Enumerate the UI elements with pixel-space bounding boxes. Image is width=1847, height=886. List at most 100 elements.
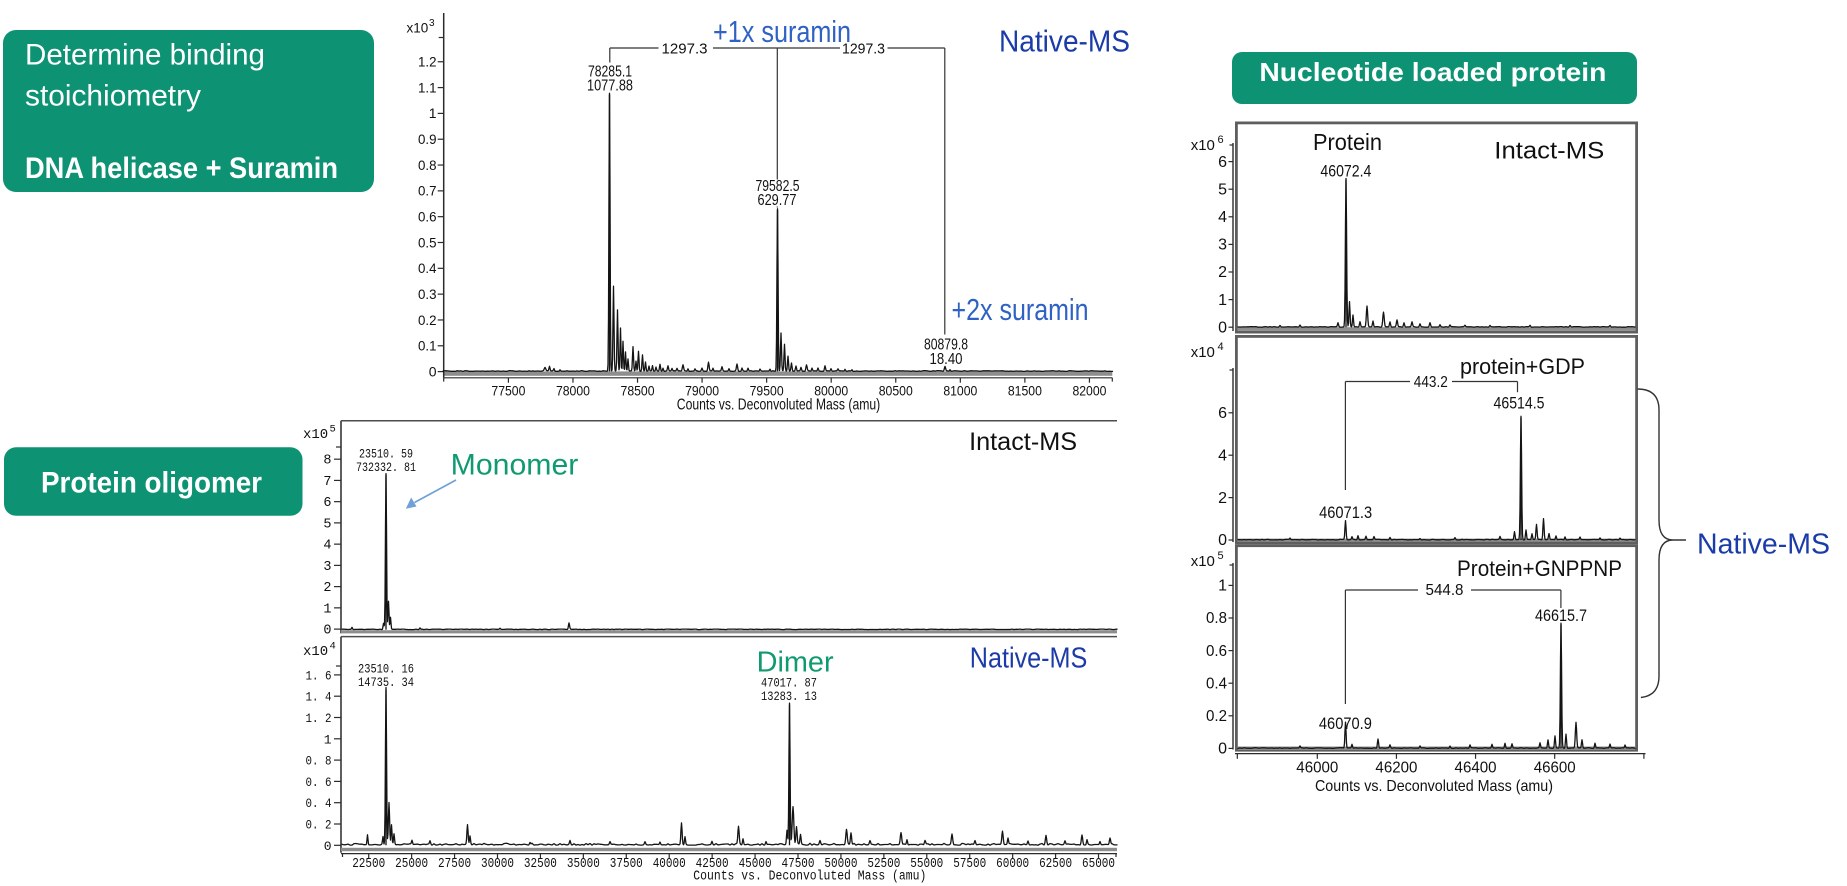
svg-text:42500: 42500 (696, 857, 729, 872)
svg-text:1297.3: 1297.3 (842, 41, 885, 58)
svg-text:6: 6 (323, 496, 331, 511)
svg-text:46071.3: 46071.3 (1319, 503, 1372, 522)
svg-text:0: 0 (324, 839, 332, 854)
svg-text:0.8: 0.8 (1206, 610, 1227, 627)
svg-text:0.6: 0.6 (1206, 643, 1227, 660)
svg-text:47017. 87: 47017. 87 (761, 676, 817, 691)
svg-text:0.3: 0.3 (418, 286, 437, 302)
svg-text:32500: 32500 (524, 857, 557, 872)
svg-text:1.2: 1.2 (418, 54, 437, 70)
svg-text:0.1: 0.1 (418, 338, 437, 354)
svg-text:65000: 65000 (1082, 857, 1115, 872)
svg-text:0. 6: 0. 6 (306, 775, 332, 790)
svg-text:4: 4 (330, 640, 336, 652)
svg-text:0. 2: 0. 2 (306, 818, 332, 833)
svg-text:1: 1 (324, 732, 332, 747)
svg-text:46000: 46000 (1296, 760, 1338, 777)
svg-text:1: 1 (1218, 578, 1227, 595)
svg-text:protein+GDP: protein+GDP (1460, 354, 1585, 379)
svg-text:78500: 78500 (621, 382, 655, 398)
svg-text:0.7: 0.7 (418, 183, 437, 199)
svg-text:46400: 46400 (1455, 760, 1497, 777)
svg-text:Nucleotide loaded protein: Nucleotide loaded protein (1259, 57, 1606, 87)
svg-text:5: 5 (330, 423, 336, 435)
svg-text:+2x suramin: +2x suramin (952, 292, 1089, 327)
svg-text:6: 6 (1218, 405, 1227, 422)
svg-text:55000: 55000 (910, 857, 943, 872)
svg-text:Native-MS: Native-MS (999, 24, 1130, 59)
svg-text:2: 2 (323, 581, 331, 596)
svg-text:Counts vs. Deconvoluted Mass (: Counts vs. Deconvoluted Mass (amu) (693, 870, 926, 885)
svg-text:0.4: 0.4 (418, 260, 437, 276)
svg-text:2: 2 (1218, 264, 1227, 281)
svg-text:DNA helicase + Suramin: DNA helicase + Suramin (25, 152, 338, 185)
svg-text:3: 3 (1218, 237, 1227, 254)
svg-text:46200: 46200 (1375, 760, 1417, 777)
svg-text:78285.1: 78285.1 (588, 63, 632, 80)
svg-text:0: 0 (429, 363, 437, 379)
svg-text:3: 3 (323, 560, 331, 575)
svg-text:1: 1 (1218, 292, 1227, 309)
svg-text:79000: 79000 (685, 382, 719, 398)
svg-text:x10: x10 (1191, 344, 1215, 361)
svg-text:+1x suramin: +1x suramin (713, 14, 851, 49)
svg-text:Intact-MS: Intact-MS (1494, 138, 1604, 165)
svg-text:stoichiometry: stoichiometry (25, 80, 201, 113)
svg-text:443.2: 443.2 (1414, 374, 1448, 391)
svg-text:40000: 40000 (653, 857, 686, 872)
svg-text:4: 4 (1218, 447, 1227, 464)
svg-text:5: 5 (1218, 181, 1227, 198)
svg-text:25000: 25000 (395, 857, 428, 872)
svg-text:Protein: Protein (1313, 129, 1382, 155)
svg-text:1. 2: 1. 2 (306, 711, 332, 726)
svg-text:Determine binding: Determine binding (25, 39, 265, 72)
svg-text:79582.5: 79582.5 (756, 178, 800, 195)
svg-text:80500: 80500 (879, 382, 913, 398)
svg-text:46070.9: 46070.9 (1319, 714, 1372, 733)
svg-text:0. 8: 0. 8 (306, 754, 332, 769)
svg-text:0.2: 0.2 (418, 312, 437, 328)
svg-text:0: 0 (1218, 741, 1227, 758)
svg-text:x10: x10 (407, 21, 429, 36)
svg-text:Dimer: Dimer (757, 646, 834, 678)
svg-text:Counts vs. Deconvoluted Mass (: Counts vs. Deconvoluted Mass (amu) (677, 397, 881, 414)
svg-text:1. 6: 1. 6 (306, 668, 332, 683)
svg-text:Counts vs. Deconvoluted Mass (: Counts vs. Deconvoluted Mass (amu) (1315, 778, 1553, 795)
svg-text:0.9: 0.9 (418, 131, 437, 147)
svg-text:Protein oligomer: Protein oligomer (41, 466, 262, 499)
svg-text:0.5: 0.5 (418, 234, 437, 250)
svg-text:23510. 16: 23510. 16 (358, 662, 414, 677)
svg-text:52500: 52500 (867, 857, 900, 872)
svg-text:0.4: 0.4 (1206, 675, 1227, 692)
svg-text:Monomer: Monomer (451, 449, 579, 482)
svg-text:57500: 57500 (953, 857, 986, 872)
svg-text:46600: 46600 (1534, 760, 1576, 777)
svg-text:0: 0 (1218, 532, 1227, 549)
svg-text:35000: 35000 (567, 857, 600, 872)
svg-text:0: 0 (1218, 319, 1227, 336)
svg-text:18.40: 18.40 (930, 351, 963, 368)
svg-text:22500: 22500 (352, 857, 385, 872)
svg-text:5: 5 (1218, 550, 1224, 562)
svg-text:Native-MS: Native-MS (1697, 529, 1830, 561)
svg-text:0.2: 0.2 (1206, 708, 1227, 725)
svg-text:Protein+GNPPNP: Protein+GNPPNP (1457, 556, 1622, 581)
svg-text:0.8: 0.8 (418, 157, 437, 173)
svg-text:6: 6 (1218, 154, 1227, 171)
svg-text:1.1: 1.1 (418, 79, 437, 95)
svg-text:47500: 47500 (782, 857, 815, 872)
svg-text:37500: 37500 (610, 857, 643, 872)
svg-text:0.6: 0.6 (418, 208, 437, 224)
svg-text:81000: 81000 (943, 382, 977, 398)
svg-text:8: 8 (323, 454, 331, 469)
svg-text:x10: x10 (303, 644, 328, 660)
svg-text:82000: 82000 (1072, 382, 1106, 398)
svg-text:80879.8: 80879.8 (924, 337, 968, 354)
svg-text:79500: 79500 (750, 382, 784, 398)
svg-text:60000: 60000 (996, 857, 1029, 872)
svg-text:2: 2 (1218, 490, 1227, 507)
svg-text:78000: 78000 (556, 382, 590, 398)
svg-text:45000: 45000 (739, 857, 772, 872)
svg-text:50000: 50000 (824, 857, 857, 872)
svg-text:x10: x10 (1191, 137, 1215, 154)
